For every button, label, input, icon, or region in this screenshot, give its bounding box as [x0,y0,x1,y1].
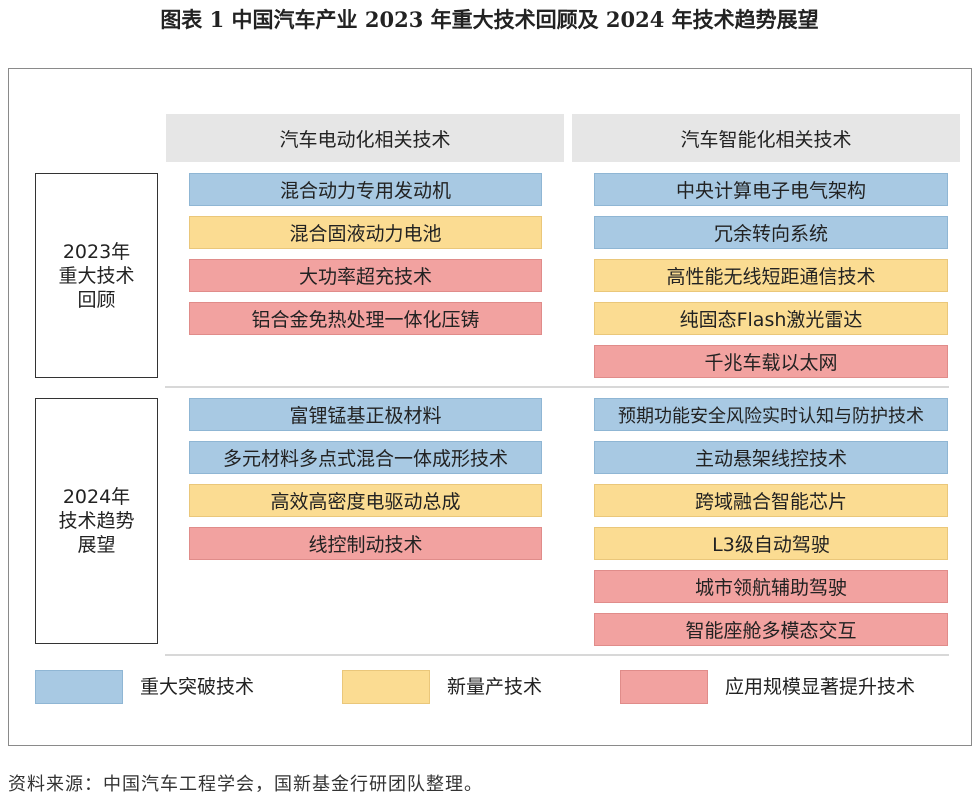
row-label-2024-outlook: 2024年 技术趋势 展望 [35,398,158,644]
tech-item: 混合固液动力电池 [189,216,542,249]
tech-item: 中央计算电子电气架构 [594,173,948,206]
diagram-frame [8,68,972,746]
legend-label-breakthrough: 重大突破技术 [140,676,255,698]
legend-swatch-mass-production [342,670,430,704]
tech-item: 高效高密度电驱动总成 [189,484,542,517]
tech-item: 智能座舱多模态交互 [594,613,948,646]
tech-item: 富锂锰基正极材料 [189,398,542,431]
legend-separator [165,654,949,656]
source-note: 资料来源：中国汽车工程学会，国新基金行研团队整理。 [8,774,483,795]
tech-item: 跨域融合智能芯片 [594,484,948,517]
row-separator [165,386,949,388]
tech-item: 城市领航辅助驾驶 [594,570,948,603]
tech-item: 高性能无线短距通信技术 [594,259,948,292]
tech-item: 纯固态Flash激光雷达 [594,302,948,335]
legend-label-scale-up: 应用规模显著提升技术 [725,676,916,698]
tech-item: 线控制动技术 [189,527,542,560]
tech-item: 多元材料多点式混合一体成形技术 [189,441,542,474]
tech-item: 冗余转向系统 [594,216,948,249]
figure-title: 图表 1 中国汽车产业 2023 年重大技术回顾及 2024 年技术趋势展望 [160,7,819,32]
tech-item: L3级自动驾驶 [594,527,948,560]
tech-item: 预期功能安全风险实时认知与防护技术 [594,398,948,431]
tech-item: 混合动力专用发动机 [189,173,542,206]
tech-item: 千兆车载以太网 [594,345,948,378]
legend-swatch-scale-up [620,670,708,704]
legend-swatch-breakthrough [35,670,123,704]
row-label-2023-review: 2023年 重大技术 回顾 [35,173,158,378]
tech-item: 铝合金免热处理一体化压铸 [189,302,542,335]
tech-item: 主动悬架线控技术 [594,441,948,474]
legend-label-mass-production: 新量产技术 [447,676,543,698]
column-header-electric: 汽车电动化相关技术 [166,114,564,162]
column-header-intelligent: 汽车智能化相关技术 [572,114,960,162]
tech-item: 大功率超充技术 [189,259,542,292]
